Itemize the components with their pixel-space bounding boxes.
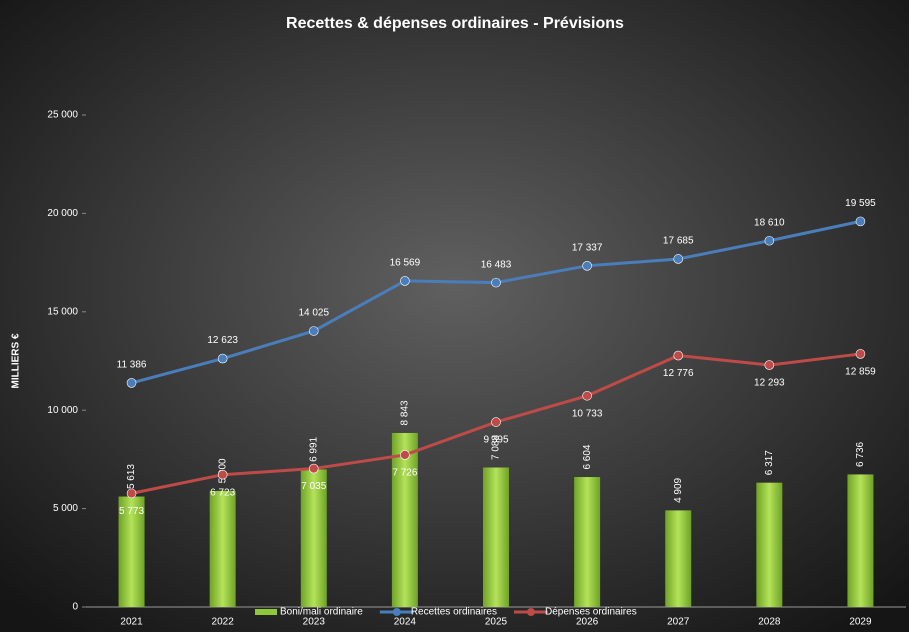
y-axis-label: MILLIERS € bbox=[11, 333, 22, 388]
line-value-label: 12 293 bbox=[754, 378, 785, 389]
bar-value-label: 4 909 bbox=[673, 477, 684, 502]
bar-value-label: 6 991 bbox=[308, 436, 319, 461]
bar bbox=[756, 482, 783, 607]
marker bbox=[491, 277, 501, 288]
x-tick-label: 2027 bbox=[667, 617, 690, 628]
bar-value-label: 5 613 bbox=[126, 464, 137, 489]
legend-label: Dépenses ordinaires bbox=[545, 607, 637, 618]
bar bbox=[300, 469, 327, 607]
x-tick-label: 2024 bbox=[394, 617, 417, 628]
legend-swatch bbox=[255, 609, 277, 615]
y-tick-label: 20 000 bbox=[47, 208, 78, 219]
marker bbox=[855, 216, 866, 227]
bar bbox=[209, 490, 236, 607]
line-value-label: 16 483 bbox=[481, 259, 512, 270]
x-tick-label: 2029 bbox=[849, 617, 872, 628]
x-tick-label: 2022 bbox=[212, 617, 235, 628]
chart-title: Recettes & dépenses ordinaires - Prévisi… bbox=[286, 15, 624, 32]
bar-value-label: 6 604 bbox=[582, 444, 593, 469]
line-value-label: 7 035 bbox=[301, 481, 326, 492]
marker bbox=[126, 378, 137, 388]
marker bbox=[126, 488, 137, 499]
marker bbox=[217, 469, 228, 480]
line-value-label: 5 773 bbox=[119, 506, 144, 517]
bar-value-label: 8 843 bbox=[400, 400, 411, 425]
bar-value-label: 7 088 bbox=[491, 435, 502, 460]
x-tick-label: 2025 bbox=[485, 617, 508, 628]
line-value-label: 12 776 bbox=[663, 368, 694, 379]
marker bbox=[582, 261, 592, 271]
bar bbox=[665, 510, 692, 607]
bar bbox=[118, 496, 145, 607]
marker bbox=[400, 276, 410, 286]
marker bbox=[308, 463, 319, 474]
line-value-label: 11 386 bbox=[117, 360, 147, 371]
line-value-label: 9 395 bbox=[483, 435, 508, 446]
bar-value-label: 6 317 bbox=[764, 450, 775, 475]
legend-swatch bbox=[392, 608, 401, 616]
marker bbox=[217, 353, 228, 364]
bar bbox=[847, 474, 874, 607]
line-value-label: 19 595 bbox=[845, 198, 876, 209]
line-value-label: 17 337 bbox=[572, 242, 603, 253]
marker bbox=[308, 326, 319, 336]
y-tick-label: 0 bbox=[72, 602, 78, 613]
marker bbox=[764, 235, 775, 246]
bar-value-label: 6 736 bbox=[855, 441, 866, 466]
marker bbox=[673, 254, 684, 264]
line-value-label: 16 569 bbox=[390, 258, 421, 269]
bar bbox=[391, 432, 418, 607]
line-value-label: 10 733 bbox=[572, 408, 603, 419]
bar bbox=[574, 477, 601, 607]
line-value-label: 14 025 bbox=[298, 308, 329, 319]
marker bbox=[855, 349, 866, 359]
y-tick-label: 10 000 bbox=[47, 405, 78, 416]
marker bbox=[491, 417, 501, 427]
marker bbox=[400, 450, 410, 460]
bar bbox=[483, 467, 509, 607]
line-value-label: 12 859 bbox=[845, 367, 876, 378]
x-tick-label: 2021 bbox=[120, 617, 143, 628]
legend-label: Boni/mali ordinaire bbox=[280, 607, 363, 618]
marker bbox=[673, 350, 684, 361]
line-value-label: 17 685 bbox=[663, 236, 694, 247]
x-tick-label: 2023 bbox=[303, 617, 326, 628]
y-tick-label: 15 000 bbox=[47, 306, 78, 317]
x-tick-label: 2028 bbox=[758, 617, 781, 628]
y-tick-label: 25 000 bbox=[47, 110, 78, 121]
line-value-label: 7 726 bbox=[392, 468, 417, 479]
x-tick-label: 2026 bbox=[576, 617, 599, 628]
marker bbox=[582, 390, 592, 401]
line-value-label: 12 623 bbox=[207, 335, 238, 346]
line-value-label: 6 723 bbox=[210, 487, 235, 498]
marker bbox=[764, 360, 775, 370]
legend-label: Recettes ordinaires bbox=[411, 607, 497, 618]
y-tick-label: 5 000 bbox=[53, 503, 78, 514]
legend-swatch bbox=[526, 608, 535, 616]
line-value-label: 18 610 bbox=[754, 217, 785, 228]
